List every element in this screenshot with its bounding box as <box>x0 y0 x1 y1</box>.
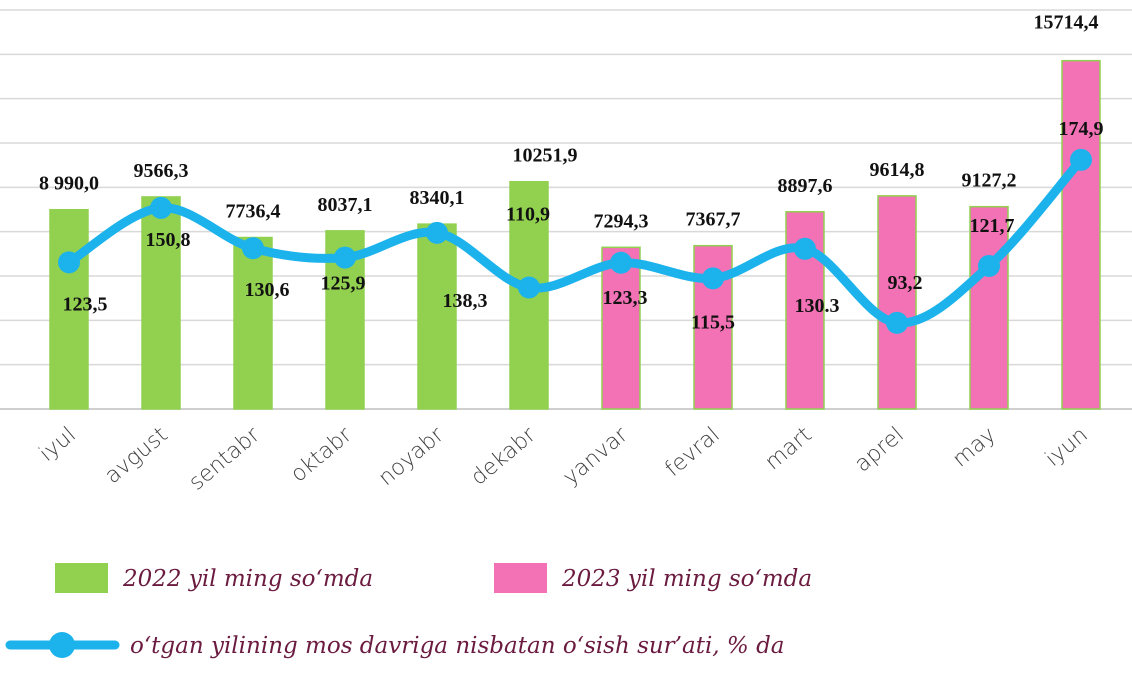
line-marker <box>150 196 172 219</box>
bar <box>417 223 457 410</box>
x-tick-label: may <box>948 422 1001 472</box>
data-label: 110,9 <box>506 204 550 226</box>
line-marker <box>334 246 356 269</box>
line-marker <box>978 254 1000 277</box>
data-label: 7367,7 <box>686 209 741 231</box>
x-tick-label: oktabr <box>286 422 357 488</box>
line-marker <box>426 221 448 244</box>
data-label: 8340,1 <box>410 187 465 209</box>
data-label: 10251,9 <box>513 145 578 167</box>
bar <box>1061 59 1101 410</box>
data-label: 7294,3 <box>594 210 649 232</box>
line-marker <box>58 251 80 274</box>
data-label: 150,8 <box>146 229 191 251</box>
line-marker <box>886 311 908 334</box>
line-marker <box>1070 148 1092 171</box>
data-label: 125,9 <box>321 273 366 295</box>
x-tick-label: iyun <box>1041 422 1093 471</box>
data-label: 9127,2 <box>962 170 1017 192</box>
legend-marker <box>49 632 75 658</box>
legend-label: 2023 yil ming so‘mda <box>561 566 812 592</box>
line-marker <box>518 276 540 299</box>
data-label: 174,9 <box>1059 118 1104 140</box>
data-label: 9614,8 <box>870 159 925 181</box>
legend-swatch <box>55 563 108 593</box>
bar <box>969 205 1009 410</box>
x-tick-label: sentabr <box>184 422 265 496</box>
x-tick-label: iyul <box>35 422 81 466</box>
line <box>64 155 1086 328</box>
legend-label: o‘tgan yilining mos davriga nisbatan o‘s… <box>130 633 785 659</box>
bar <box>49 208 89 410</box>
line-marker <box>702 267 724 290</box>
bar <box>877 195 917 410</box>
data-label: 130.3 <box>795 295 840 317</box>
data-label: 121,7 <box>970 215 1015 237</box>
line-marker <box>610 251 632 274</box>
data-label: 15714,4 <box>1034 12 1099 34</box>
data-label: 93,2 <box>888 272 923 294</box>
data-label: 9566,3 <box>134 160 189 182</box>
bar <box>601 246 641 410</box>
x-tick-label: aprel <box>850 422 909 477</box>
x-tick-label: fevral <box>661 422 725 482</box>
x-tick-label: noyabr <box>374 422 450 491</box>
bar <box>233 236 273 410</box>
data-label: 123,5 <box>63 293 108 315</box>
data-label: 138,3 <box>443 290 488 312</box>
data-label: 7736,4 <box>226 201 281 223</box>
data-label: 8 990,0 <box>39 173 99 195</box>
data-label: 8037,1 <box>318 194 373 216</box>
line-marker <box>242 237 264 260</box>
x-tick-label: dekabr <box>466 422 541 491</box>
data-label: 115,5 <box>691 311 735 333</box>
data-label: 130,6 <box>245 279 290 301</box>
line-marker <box>794 237 816 260</box>
legend-swatch <box>494 563 547 593</box>
x-tick-label: mart <box>760 422 816 475</box>
x-tick-label: yanvar <box>559 422 634 491</box>
legend-label: 2022 yil ming so‘mda <box>122 566 373 592</box>
data-label: 123,3 <box>603 287 648 309</box>
x-tick-label: avgust <box>100 422 173 489</box>
data-label: 8897,6 <box>778 175 833 197</box>
